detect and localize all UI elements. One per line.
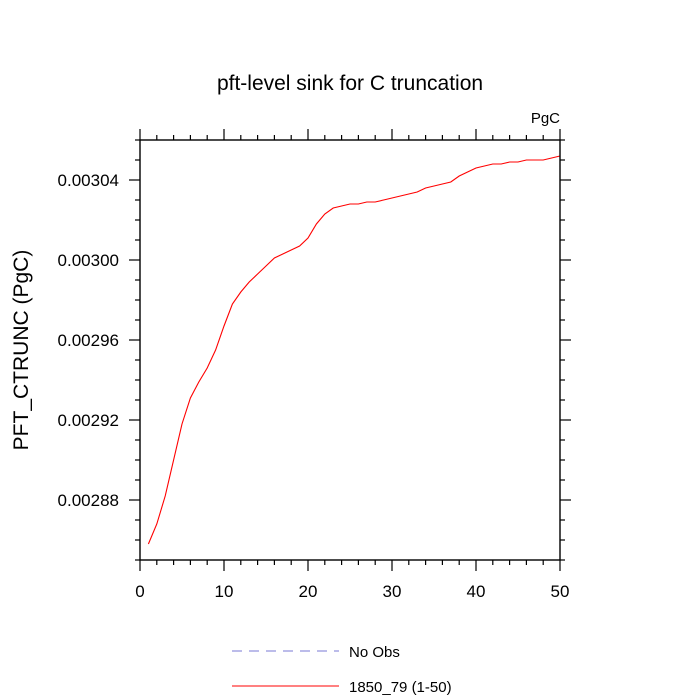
series-lines [147,155,561,545]
y-axis-label: PFT_CTRUNC (PgC) [10,250,33,451]
y-tick-label: 0.00288 [58,491,119,510]
legend: No Obs 1850_79 (1-50) [232,644,452,696]
units-label: PgC [531,110,560,127]
x-tick-label: 50 [551,582,570,601]
series-line [147,155,561,545]
y-tick-label: 0.00296 [58,331,119,350]
y-tick-label: 0.00300 [58,251,119,270]
x-tick-label: 20 [299,582,318,601]
y-tick-label: 0.00304 [58,171,119,190]
chart-title: pft-level sink for C truncation [217,72,483,95]
x-tick-label: 0 [135,582,144,601]
legend-label: 1850_79 (1-50) [349,679,452,696]
axis-ticks [129,129,571,571]
x-tick-label: 40 [467,582,486,601]
plot-frame [139,139,561,561]
y-tick-label: 0.00292 [58,411,119,430]
x-tick-label: 10 [215,582,234,601]
legend-label: No Obs [349,644,400,661]
x-tick-label: 30 [383,582,402,601]
axis-tick-labels: 0 10 20 30 40 50 0.00288 0.00292 0.00296 0.00300 0… [58,171,570,601]
